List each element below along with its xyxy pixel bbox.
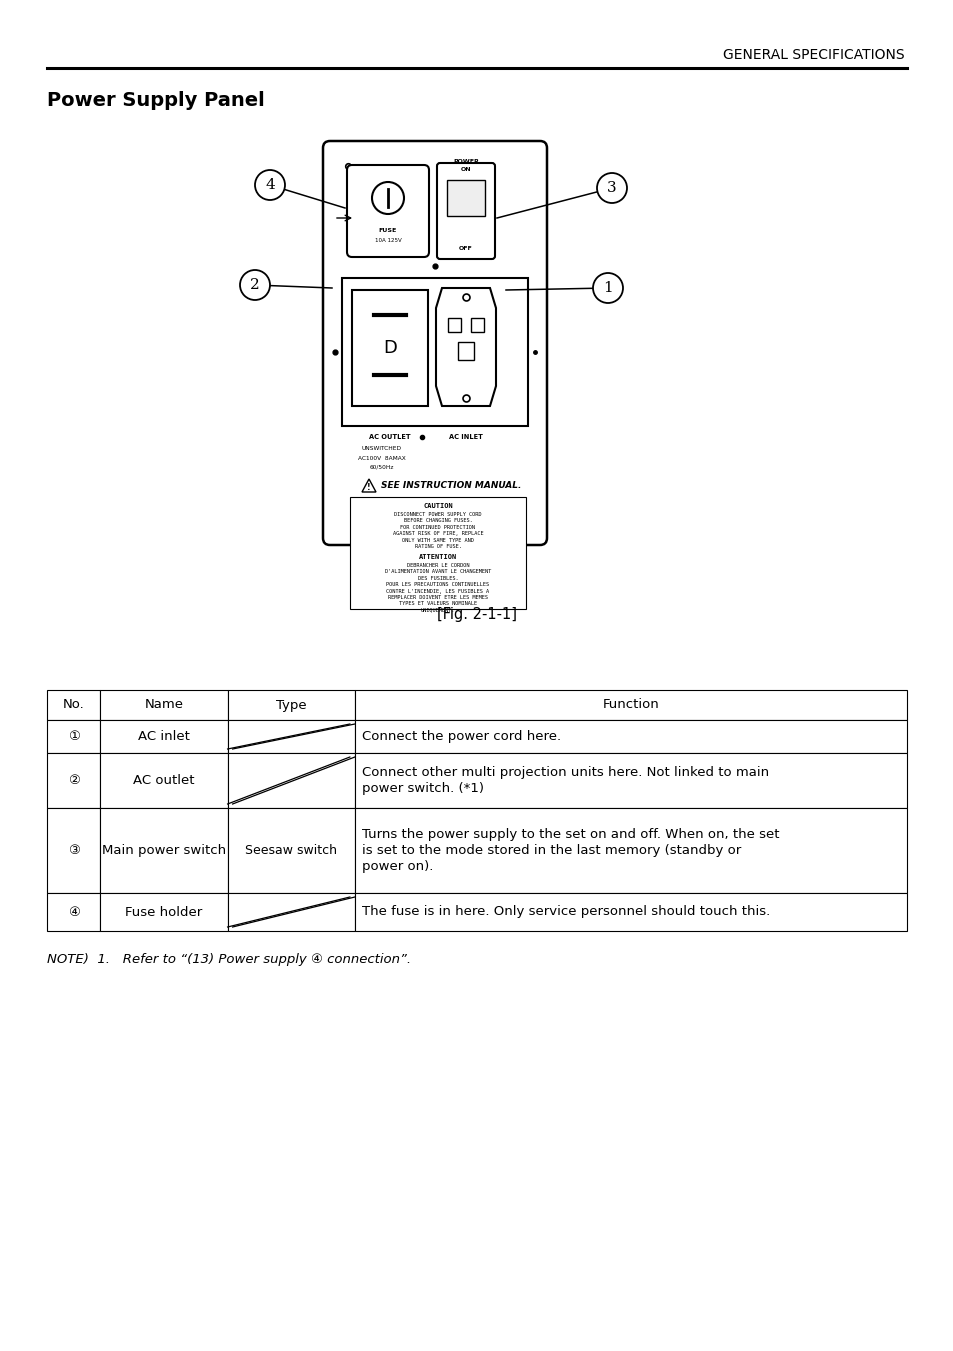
FancyBboxPatch shape: [323, 141, 546, 544]
Text: 60/50Hz: 60/50Hz: [370, 465, 394, 470]
Text: No.: No.: [63, 698, 85, 712]
Bar: [355, 808, 906, 893]
Bar: [457, 342, 474, 359]
Text: The fuse is in here. Only service personnel should touch this.: The fuse is in here. Only service person…: [361, 905, 769, 919]
Text: [Fig. 2-1-1]: [Fig. 2-1-1]: [436, 607, 517, 621]
Bar: [228, 893, 355, 931]
Text: ③: ③: [68, 844, 79, 857]
Text: 2: 2: [250, 278, 259, 292]
Bar: [228, 690, 355, 720]
Bar: [447, 180, 484, 216]
Bar: [47, 753, 100, 808]
Bar: [228, 808, 355, 893]
Text: 4: 4: [265, 178, 274, 192]
Text: AC100V  8AMAX: AC100V 8AMAX: [357, 455, 405, 461]
Text: Power Supply Panel: Power Supply Panel: [47, 91, 265, 109]
Text: OFF: OFF: [458, 246, 473, 250]
Bar: [47, 720, 100, 753]
FancyBboxPatch shape: [347, 165, 429, 257]
Text: ②: ②: [68, 774, 79, 788]
Bar: [100, 720, 228, 753]
Text: SEE INSTRUCTION MANUAL.: SEE INSTRUCTION MANUAL.: [380, 481, 521, 490]
Bar: [355, 690, 906, 720]
Bar: [448, 317, 460, 332]
Text: FUSE: FUSE: [378, 227, 396, 232]
Text: DEBRANCHER LE CORDON
D'ALIMENTATION AVANT LE CHANGEMENT
DES FUSIBLES.
POUR LES P: DEBRANCHER LE CORDON D'ALIMENTATION AVAN…: [384, 563, 491, 613]
Bar: [47, 690, 100, 720]
Text: ④: ④: [68, 905, 79, 919]
Text: AC INLET: AC INLET: [449, 434, 482, 440]
Text: Turns the power supply to the set on and off. When on, the set: Turns the power supply to the set on and…: [361, 828, 779, 842]
Bar: [47, 893, 100, 931]
Bar: [350, 497, 525, 609]
Polygon shape: [436, 288, 496, 407]
Bar: [228, 720, 355, 753]
Circle shape: [240, 270, 270, 300]
Bar: [352, 290, 428, 407]
Text: ATTENTION: ATTENTION: [418, 554, 456, 561]
Circle shape: [593, 273, 622, 303]
Text: AC OUTLET: AC OUTLET: [369, 434, 411, 440]
Text: UNSWITCHED: UNSWITCHED: [361, 446, 401, 451]
Text: Type: Type: [275, 698, 306, 712]
Text: !: !: [367, 484, 371, 493]
FancyBboxPatch shape: [436, 163, 495, 259]
Text: Connect the power cord here.: Connect the power cord here.: [361, 730, 560, 743]
Bar: [100, 808, 228, 893]
Text: power switch. (*1): power switch. (*1): [361, 782, 483, 794]
Bar: [100, 753, 228, 808]
Bar: [100, 893, 228, 931]
Text: Seesaw switch: Seesaw switch: [245, 844, 337, 857]
Text: power on).: power on).: [361, 861, 433, 873]
Text: Function: Function: [602, 698, 659, 712]
Text: Name: Name: [144, 698, 183, 712]
Text: AC outlet: AC outlet: [133, 774, 194, 788]
Bar: [100, 690, 228, 720]
Circle shape: [372, 182, 403, 213]
Polygon shape: [361, 480, 375, 492]
Text: 3: 3: [606, 181, 617, 195]
Bar: [355, 753, 906, 808]
Text: Connect other multi projection units here. Not linked to main: Connect other multi projection units her…: [361, 766, 768, 780]
Text: is set to the mode stored in the last memory (standby or: is set to the mode stored in the last me…: [361, 844, 740, 857]
Bar: [471, 317, 483, 332]
Text: GENERAL SPECIFICATIONS: GENERAL SPECIFICATIONS: [722, 49, 904, 62]
Text: ①: ①: [68, 730, 79, 743]
Text: NOTE)  1.   Refer to “(13) Power supply ④ connection”.: NOTE) 1. Refer to “(13) Power supply ④ c…: [47, 952, 411, 966]
Text: POWER: POWER: [453, 159, 478, 163]
Text: 10A 125V: 10A 125V: [375, 238, 401, 242]
Text: Fuse holder: Fuse holder: [125, 905, 202, 919]
Bar: [355, 720, 906, 753]
Bar: [341, 278, 527, 426]
Text: Main power switch: Main power switch: [102, 844, 226, 857]
Circle shape: [597, 173, 626, 203]
Text: CAUTION: CAUTION: [423, 503, 453, 509]
Bar: [355, 893, 906, 931]
Bar: [47, 808, 100, 893]
Text: AC inlet: AC inlet: [138, 730, 190, 743]
Text: D: D: [383, 339, 396, 357]
Text: ON: ON: [460, 168, 471, 172]
Circle shape: [254, 170, 285, 200]
Text: 1: 1: [602, 281, 612, 295]
Text: DISCONNECT POWER SUPPLY CORD
BEFORE CHANGING FUSES.
FOR CONTINUED PROTECTION
AGA: DISCONNECT POWER SUPPLY CORD BEFORE CHAN…: [393, 512, 483, 549]
Bar: [228, 753, 355, 808]
